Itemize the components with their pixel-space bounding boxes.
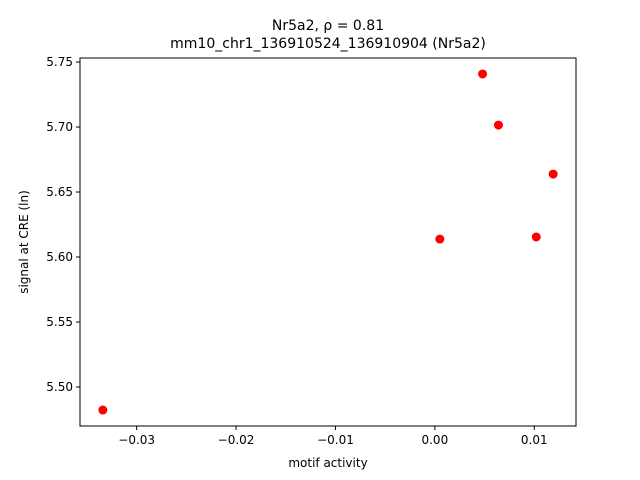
scatter-point [531,232,541,242]
plot-frame [79,57,577,427]
scatter-point [478,69,488,79]
y-tick-label: 5.75 [46,55,73,69]
y-tick-label: 5.60 [46,250,73,264]
y-tick-label: 5.50 [46,380,73,394]
x-tick-label: 0.00 [421,433,448,447]
chart-title: Nr5a2, ρ = 0.81 [272,18,384,34]
y-tick-label: 5.70 [46,120,73,134]
y-axis-label: signal at CRE (ln) [17,190,31,294]
chart-subtitle: mm10_chr1_136910524_136910904 (Nr5a2) [170,36,486,52]
scatter-point [493,120,503,130]
scatter-point [548,169,558,179]
x-tick-label: 0.01 [521,433,548,447]
scatter-point [435,234,445,244]
y-tick-label: 5.65 [46,185,73,199]
x-tick-label: −0.02 [218,433,255,447]
x-tick-label: −0.01 [317,433,354,447]
x-tick-label: −0.03 [118,433,155,447]
x-axis-label: motif activity [288,456,367,470]
y-tick-label: 5.55 [46,315,73,329]
scatter-point [98,405,108,415]
